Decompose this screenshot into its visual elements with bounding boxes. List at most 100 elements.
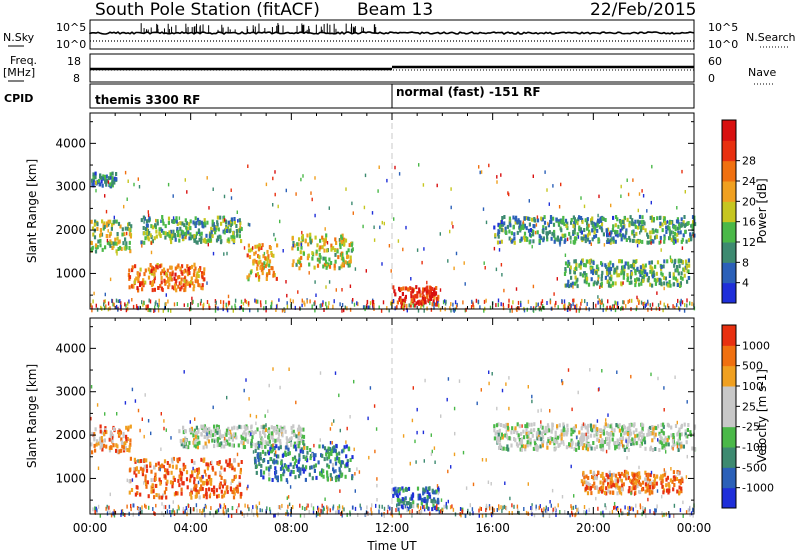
power-cell xyxy=(609,233,612,238)
power-cell xyxy=(318,252,321,257)
power-cell xyxy=(334,259,337,264)
power-cell xyxy=(194,216,197,221)
power-cell xyxy=(550,220,553,224)
velocity-cell xyxy=(626,440,629,445)
velocity-cell xyxy=(133,467,137,472)
velocity-cell xyxy=(274,441,277,446)
noise-panel-frame xyxy=(89,19,695,50)
power-scatter-cell xyxy=(666,220,669,224)
power-cell xyxy=(523,216,526,221)
velocity-cell xyxy=(644,446,647,451)
power-cell xyxy=(629,238,632,243)
power-cell xyxy=(635,239,638,244)
power-scatter-cell xyxy=(403,301,405,306)
velocity-cell xyxy=(616,440,620,445)
velocity-cell xyxy=(225,486,228,491)
velocity-scatter-cell xyxy=(427,506,429,510)
velocity-cell xyxy=(125,425,128,430)
power-scatter-cell xyxy=(489,305,492,310)
power-cell xyxy=(130,224,133,229)
power-cell xyxy=(235,224,238,228)
velocity-scatter-cell xyxy=(491,372,493,376)
power-scatter-cell xyxy=(597,213,599,218)
velocity-scatter-cell xyxy=(269,509,272,514)
power-cell xyxy=(201,283,204,288)
velocity-cell xyxy=(339,463,343,468)
power-scatter-cell xyxy=(620,194,622,198)
power-cell xyxy=(164,281,167,286)
power-cell xyxy=(409,286,412,291)
power-cell xyxy=(169,271,172,276)
power-scatter-cell xyxy=(552,184,554,188)
velocity-cell xyxy=(279,445,282,450)
velocity-cell xyxy=(594,428,597,433)
velocity-scatter-cell xyxy=(634,513,637,518)
velocity-cell xyxy=(653,479,656,484)
velocity-cell xyxy=(636,478,639,483)
power-cell xyxy=(573,227,576,232)
velocity-cell xyxy=(635,481,638,486)
power-cell xyxy=(673,231,677,236)
power-cell xyxy=(673,263,676,268)
velocity-cell xyxy=(609,477,612,482)
power-cell xyxy=(683,215,686,219)
velocity-scatter-cell xyxy=(338,504,341,509)
velocity-cell xyxy=(514,438,517,443)
velocity-scatter-cell xyxy=(479,506,481,511)
cpid-mode-2: normal (fast) -151 RF xyxy=(396,85,541,99)
power-cell xyxy=(618,259,621,264)
velocity-cell xyxy=(144,478,147,483)
velocity-cell xyxy=(205,444,208,449)
velocity-cell xyxy=(431,488,434,493)
power-cell xyxy=(259,259,262,264)
velocity-scatter-cell xyxy=(488,504,491,509)
velocity-scatter-cell xyxy=(329,477,332,482)
power-cell xyxy=(620,281,623,286)
velocity-cell xyxy=(178,429,181,434)
velocity-cell xyxy=(182,438,185,443)
power-scatter-cell xyxy=(314,176,316,180)
velocity-cell xyxy=(586,485,589,490)
velocity-scatter-cell xyxy=(258,501,261,505)
velocity-cell xyxy=(397,488,400,493)
power-scatter-cell xyxy=(556,277,558,281)
power-scatter-cell xyxy=(320,303,322,308)
velocity-scatter-cell xyxy=(197,480,200,485)
velocity-scatter-cell xyxy=(597,506,599,511)
power-cell xyxy=(685,239,688,244)
velocity-echo-band xyxy=(493,422,697,452)
velocity-cell xyxy=(651,438,654,443)
velocity-scatter-cell xyxy=(202,474,204,479)
velocity-scatter-cell xyxy=(183,444,185,448)
velocity-cell xyxy=(340,460,344,465)
power-cell xyxy=(273,273,276,277)
velocity-cell xyxy=(302,427,305,432)
velocity-cell xyxy=(623,448,627,452)
power-cell xyxy=(616,265,619,270)
power-scatter-cell xyxy=(548,202,550,206)
velocity-cell xyxy=(283,469,286,474)
power-cell xyxy=(619,232,622,237)
velocity-cell xyxy=(215,488,218,493)
velocity-scatter-cell xyxy=(454,431,456,436)
power-cell xyxy=(93,222,96,227)
velocity-scatter-cell xyxy=(230,513,233,518)
power-cell xyxy=(513,232,516,237)
velocity-scatter-cell xyxy=(689,512,691,517)
velocity-cell xyxy=(427,506,430,511)
velocity-cell xyxy=(417,496,420,501)
power-cell xyxy=(631,238,635,243)
power-cell xyxy=(297,259,300,264)
velocity-scatter-cell xyxy=(354,506,357,511)
power-cell xyxy=(687,238,691,243)
velocity-scatter-cell xyxy=(381,512,383,517)
velocity-cell xyxy=(351,476,354,481)
velocity-cell xyxy=(668,488,671,493)
velocity-scatter-cell xyxy=(324,497,326,501)
power-cell xyxy=(573,230,576,235)
power-cell xyxy=(324,259,328,264)
power-cell xyxy=(91,182,94,187)
power-cell xyxy=(180,277,183,282)
power-scatter-cell xyxy=(526,307,528,312)
velocity-cell xyxy=(105,430,108,435)
